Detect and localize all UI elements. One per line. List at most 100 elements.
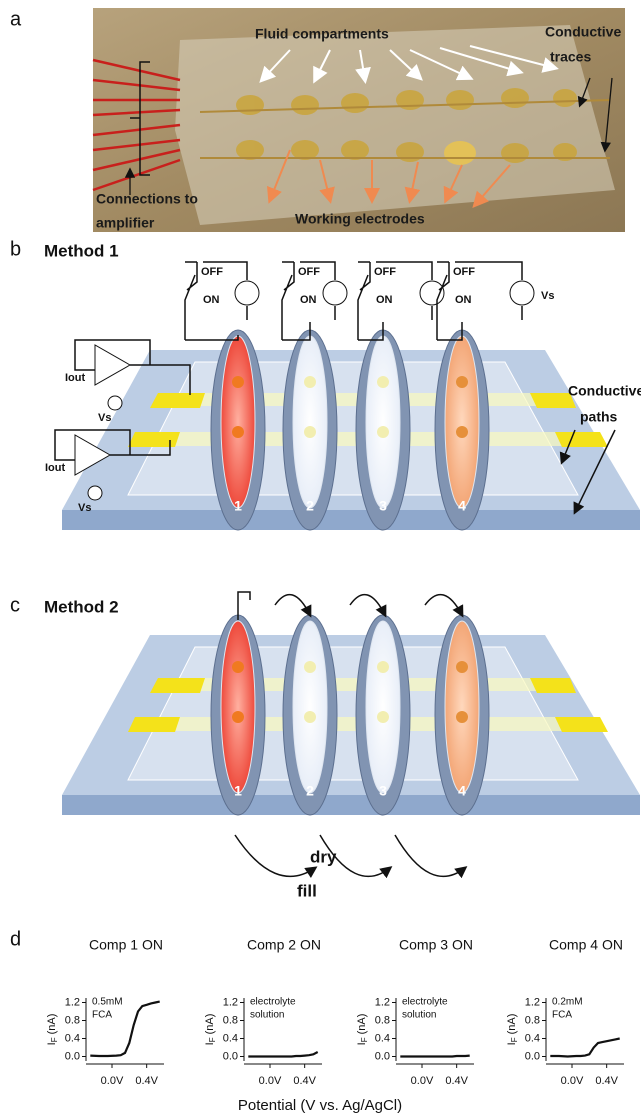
x-tick-label: 0.0V xyxy=(411,1075,434,1087)
chart-title: Comp 4 ON xyxy=(549,937,623,953)
compartment-number: 1 xyxy=(234,498,242,514)
plate xyxy=(62,350,640,510)
electrode xyxy=(232,661,244,673)
chart-title: Comp 1 ON xyxy=(89,937,163,953)
curve xyxy=(248,1051,319,1058)
glass xyxy=(127,646,579,781)
chart-title: Comp 2 ON xyxy=(247,937,321,953)
source-label: Vs xyxy=(541,290,554,302)
y-tick-label: 0.4 xyxy=(375,1032,390,1044)
x-axis-label: Potential (V vs. Ag/AgCl) xyxy=(238,1097,402,1114)
electrode xyxy=(377,426,389,438)
chip xyxy=(175,25,615,225)
orange-arrows xyxy=(267,149,511,209)
y-tick-label: 0.4 xyxy=(223,1032,238,1044)
plate-side xyxy=(62,510,640,530)
y-label-unit: (nA) xyxy=(204,1014,216,1035)
strip xyxy=(130,717,574,731)
photo-label: Connections to xyxy=(96,191,198,207)
pad xyxy=(128,717,180,732)
wire xyxy=(358,322,384,341)
amplifier-label: Vs xyxy=(78,502,91,514)
compartment-number: 3 xyxy=(379,783,387,799)
switch-label: ON xyxy=(455,294,472,306)
pad xyxy=(150,678,205,693)
y-label-unit: (nA) xyxy=(506,1014,518,1035)
annotation: electrolyte xyxy=(402,997,448,1008)
curve xyxy=(550,1037,620,1058)
compartment xyxy=(292,335,328,509)
voltage-source xyxy=(107,395,123,411)
pad xyxy=(530,393,576,408)
y-tick-label: 1.2 xyxy=(525,996,540,1008)
bracket xyxy=(130,61,150,176)
panel-label: b xyxy=(10,238,21,260)
voltage-source xyxy=(234,280,260,306)
electrode xyxy=(456,661,468,673)
x-tick-label: 0.4V xyxy=(595,1075,618,1087)
arrow xyxy=(394,834,468,879)
y-tick-label: 0.0 xyxy=(525,1050,540,1062)
electrode xyxy=(377,661,389,673)
amplifier xyxy=(94,344,132,386)
electrode xyxy=(304,661,316,673)
electrode xyxy=(456,376,468,388)
strip xyxy=(130,432,574,446)
y-label-main: I xyxy=(356,1042,368,1045)
annotation: FCA xyxy=(552,1010,572,1021)
amplifier-label: Vs xyxy=(98,412,111,424)
annotation: solution xyxy=(250,1010,284,1021)
voltage-source xyxy=(509,280,535,306)
wire xyxy=(357,261,433,340)
y-tick-label: 0.0 xyxy=(375,1050,390,1062)
compartment xyxy=(220,620,256,794)
chart-title: Comp 3 ON xyxy=(399,937,473,953)
compartment xyxy=(365,335,401,509)
amplifier-label: Iout xyxy=(65,372,85,384)
arrow xyxy=(573,429,616,515)
y-tick-label: 1.2 xyxy=(375,996,390,1008)
panel-label: c xyxy=(10,594,20,616)
annotation: solution xyxy=(402,1010,436,1021)
y-axis-label: IF (nA) xyxy=(46,1014,59,1046)
y-tick-label: 0.8 xyxy=(375,1014,390,1026)
electrode xyxy=(304,426,316,438)
x-tick-label: 0.4V xyxy=(445,1075,468,1087)
arrow xyxy=(349,593,387,618)
amplifier xyxy=(74,434,112,476)
photo-label: Conductive xyxy=(545,24,621,40)
x-tick-label: 0.0V xyxy=(259,1075,282,1087)
chart: Comp 4 ON 0.0 0.4 0.8 1.2 0.0V 0.4V IF (nA) 0.2mM… xyxy=(506,937,624,1087)
black-arrows xyxy=(124,77,613,195)
voltage-source xyxy=(322,280,348,306)
wire xyxy=(74,339,191,395)
y-tick-label: 0.0 xyxy=(223,1050,238,1062)
arrow xyxy=(234,834,318,879)
switch-label: ON xyxy=(300,294,317,306)
y-label-unit: (nA) xyxy=(46,1014,58,1035)
x-tick-label: 0.0V xyxy=(101,1075,124,1087)
compartment-number: 1 xyxy=(234,783,242,799)
compartment xyxy=(365,620,401,794)
y-label-main: I xyxy=(506,1042,518,1045)
chart: Comp 2 ON 0.0 0.4 0.8 1.2 0.0V 0.4V IF (nA) elect… xyxy=(204,937,322,1087)
y-label-sub: F xyxy=(360,1037,369,1042)
electrode xyxy=(377,376,389,388)
arrow xyxy=(274,593,312,618)
electrode xyxy=(232,711,244,723)
y-tick-label: 1.2 xyxy=(65,996,80,1008)
wire xyxy=(237,591,251,620)
annotation: 0.5mM xyxy=(92,997,123,1008)
compartment xyxy=(444,335,480,509)
y-tick-label: 0.4 xyxy=(525,1032,540,1044)
compartment xyxy=(220,335,256,509)
switch-label: OFF xyxy=(298,266,320,278)
switch-label: OFF xyxy=(453,266,475,278)
switch-label: OFF xyxy=(201,266,223,278)
wire xyxy=(437,322,463,341)
y-label-sub: F xyxy=(208,1037,217,1042)
electrode xyxy=(456,426,468,438)
x-tick-label: 0.0V xyxy=(561,1075,584,1087)
path-label: Conductive xyxy=(568,383,641,399)
pad xyxy=(150,393,205,408)
